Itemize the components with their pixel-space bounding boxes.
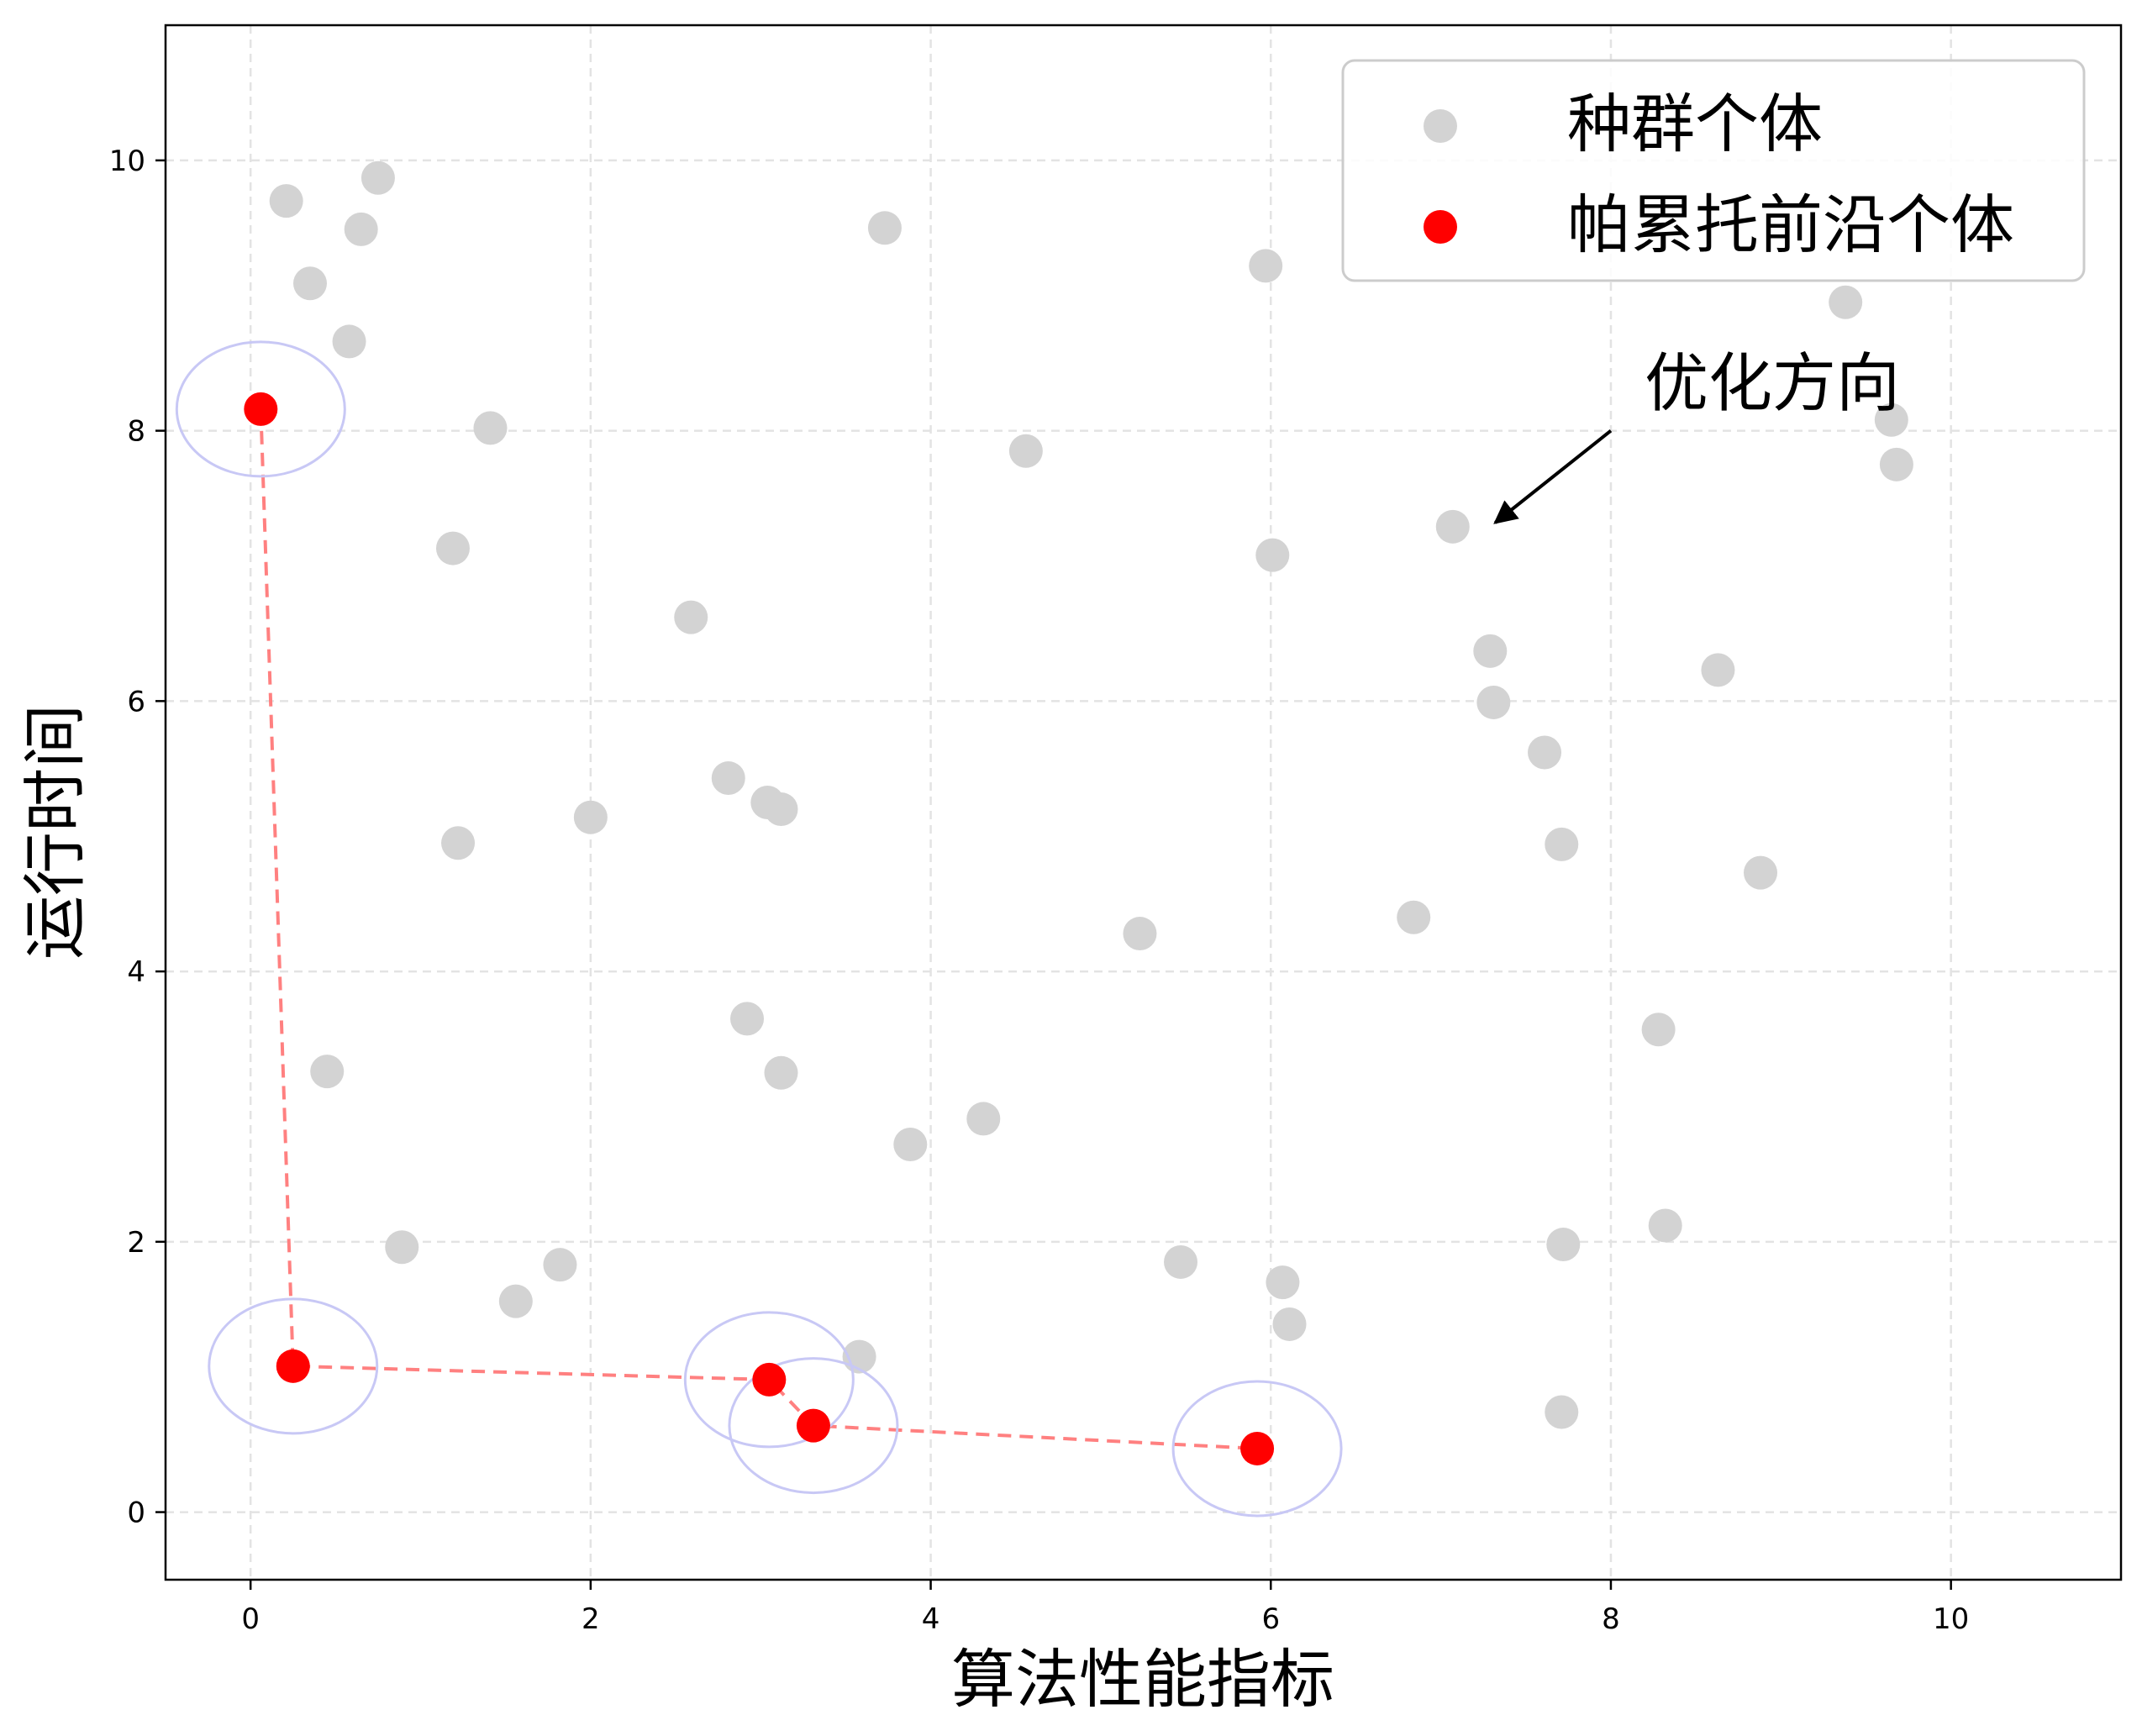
population-point <box>1528 735 1562 770</box>
population-point <box>1874 402 1908 437</box>
population-point <box>1545 827 1579 861</box>
pareto-front-line <box>259 408 1258 1450</box>
population-point <box>1272 1307 1307 1341</box>
x-tick-label: 4 <box>922 1602 940 1636</box>
population-point <box>1476 685 1511 719</box>
population-point <box>441 826 476 860</box>
population-point <box>292 266 327 301</box>
population-point <box>1701 653 1735 687</box>
annotation-text: 优化方向 <box>1645 346 1900 421</box>
annotation: 优化方向 <box>1493 346 1900 524</box>
y-tick-label: 2 <box>127 1226 145 1260</box>
pareto-series <box>244 392 1275 1465</box>
population-point <box>385 1230 419 1265</box>
population-point <box>344 212 378 246</box>
population-point <box>674 600 708 634</box>
axes-frame <box>164 24 2123 1581</box>
legend-marker-pareto <box>1424 210 1457 244</box>
x-tick-label: 8 <box>1602 1602 1620 1636</box>
y-tick-label: 10 <box>109 145 145 178</box>
grid <box>166 25 2121 1580</box>
pareto-halo <box>728 1357 899 1495</box>
pareto-point <box>244 392 278 426</box>
population-point <box>1164 1244 1198 1279</box>
legend: 种群个体 帕累托前沿个体 <box>1341 59 2086 282</box>
population-point <box>1648 1208 1682 1243</box>
population-point <box>435 531 470 566</box>
annotation-arrow <box>1493 429 1613 524</box>
x-axis-label: 算法性能指标 <box>951 1642 1334 1717</box>
x-tick-label: 10 <box>1933 1602 1969 1636</box>
population-point <box>893 1128 928 1161</box>
y-tick-label: 0 <box>127 1497 145 1530</box>
population-point <box>269 184 303 218</box>
x-tick-label: 2 <box>582 1602 600 1636</box>
population-point <box>1473 634 1508 668</box>
legend-marker-population <box>1424 109 1457 143</box>
y-tick-label: 6 <box>127 685 145 718</box>
population-point <box>1266 1265 1300 1300</box>
population-point <box>1879 447 1913 481</box>
population-point <box>1008 434 1043 468</box>
y-axis-label: 运行时间 <box>18 704 92 960</box>
population-point <box>1255 538 1290 572</box>
pareto-point <box>276 1349 310 1383</box>
x-tick-label: 6 <box>1261 1602 1280 1636</box>
pareto-point <box>752 1362 787 1397</box>
population-series <box>269 160 1913 1429</box>
population-point <box>867 211 902 245</box>
y-tick-label: 8 <box>127 415 145 449</box>
legend-label-population: 种群个体 <box>1567 87 1823 161</box>
population-point <box>1546 1228 1581 1262</box>
axis-ticks: 0 2 4 6 8 10 0 2 4 6 8 10 <box>109 145 1970 1636</box>
population-point <box>1829 285 1863 319</box>
pareto-point <box>1240 1431 1275 1465</box>
pareto-halo <box>208 1297 379 1435</box>
population-point <box>1545 1395 1579 1429</box>
pareto-halo <box>1171 1380 1343 1518</box>
population-point <box>764 1055 798 1090</box>
population-point <box>1435 509 1470 544</box>
pareto-line <box>259 408 1258 1450</box>
population-point <box>310 1055 345 1089</box>
population-point <box>966 1102 1001 1136</box>
pareto-halos <box>175 340 1343 1518</box>
population-point <box>764 792 798 827</box>
population-point <box>361 160 395 195</box>
population-point <box>473 411 508 445</box>
population-point <box>730 1002 765 1036</box>
pareto-halo <box>683 1311 855 1449</box>
population-point <box>498 1284 533 1318</box>
population-point <box>1249 249 1283 283</box>
population-point <box>543 1248 577 1282</box>
population-point <box>573 800 608 834</box>
legend-box <box>1341 59 2086 282</box>
population-point <box>1641 1013 1676 1047</box>
pareto-point <box>796 1408 830 1443</box>
legend-label-pareto: 帕累托前沿个体 <box>1567 187 2014 262</box>
population-point <box>332 324 366 359</box>
population-point <box>1397 900 1431 934</box>
population-point <box>711 761 745 796</box>
y-tick-label: 4 <box>127 955 145 989</box>
population-point <box>1744 855 1778 890</box>
population-point <box>1123 917 1157 951</box>
pareto-halo <box>175 340 346 478</box>
x-tick-label: 0 <box>241 1602 260 1636</box>
